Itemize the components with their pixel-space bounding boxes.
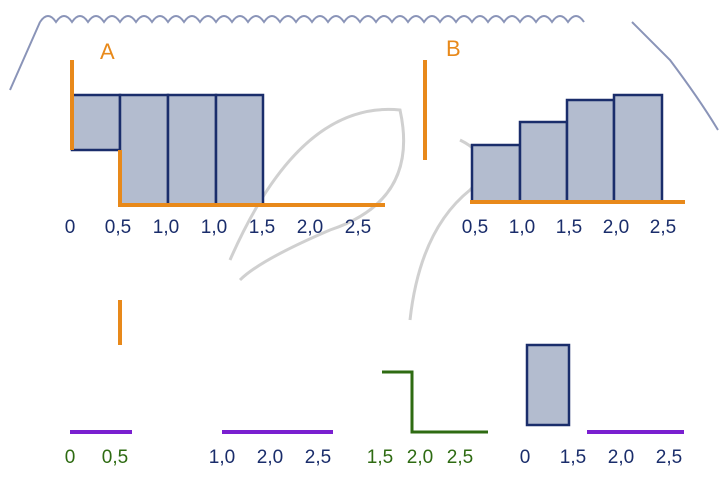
panel-label: B — [446, 36, 461, 61]
bar — [118, 93, 170, 207]
tick-label: 0 — [65, 447, 76, 468]
helix — [228, 107, 485, 321]
tick-label: 1,0 — [153, 217, 179, 238]
tick-label: 0,5 — [105, 217, 131, 238]
bottom-fragments — [70, 300, 684, 434]
tick-label: 1,5 — [249, 217, 275, 238]
bar — [518, 120, 569, 204]
tick-label: 1,0 — [509, 217, 535, 238]
tick-label: 2,5 — [656, 447, 682, 468]
panel-a: A — [70, 39, 385, 207]
bar — [470, 143, 522, 204]
tick-label: 2,5 — [650, 217, 676, 238]
tick-label: 1,0 — [201, 217, 227, 238]
bar — [70, 93, 122, 152]
tick-label: 2,0 — [603, 217, 629, 238]
panel-b: B — [423, 36, 685, 204]
panel-label: A — [100, 39, 115, 64]
tick-label: 0 — [65, 217, 76, 238]
border — [9, 15, 719, 131]
tick-label: 1,5 — [560, 447, 586, 468]
tick-label: 2,5 — [305, 447, 331, 468]
tick-label: 2,0 — [407, 447, 433, 468]
tick-label: 2,5 — [345, 217, 371, 238]
tick-label: 0 — [520, 447, 531, 468]
bar — [166, 93, 218, 207]
tick-label: 0,5 — [462, 217, 488, 238]
bar — [612, 93, 664, 204]
tick-label: 0,5 — [102, 447, 128, 468]
tick-label: 1,0 — [209, 447, 235, 468]
bar — [525, 343, 571, 427]
tick-label: 2,5 — [447, 447, 473, 468]
tick-label: 2,0 — [297, 217, 323, 238]
tick-label: 1,5 — [367, 447, 393, 468]
tick-label: 2,0 — [608, 447, 634, 468]
bar — [214, 93, 265, 207]
step — [382, 370, 488, 434]
tick-label: 2,0 — [257, 447, 283, 468]
bar — [565, 98, 616, 204]
tick-label: 1,5 — [556, 217, 582, 238]
